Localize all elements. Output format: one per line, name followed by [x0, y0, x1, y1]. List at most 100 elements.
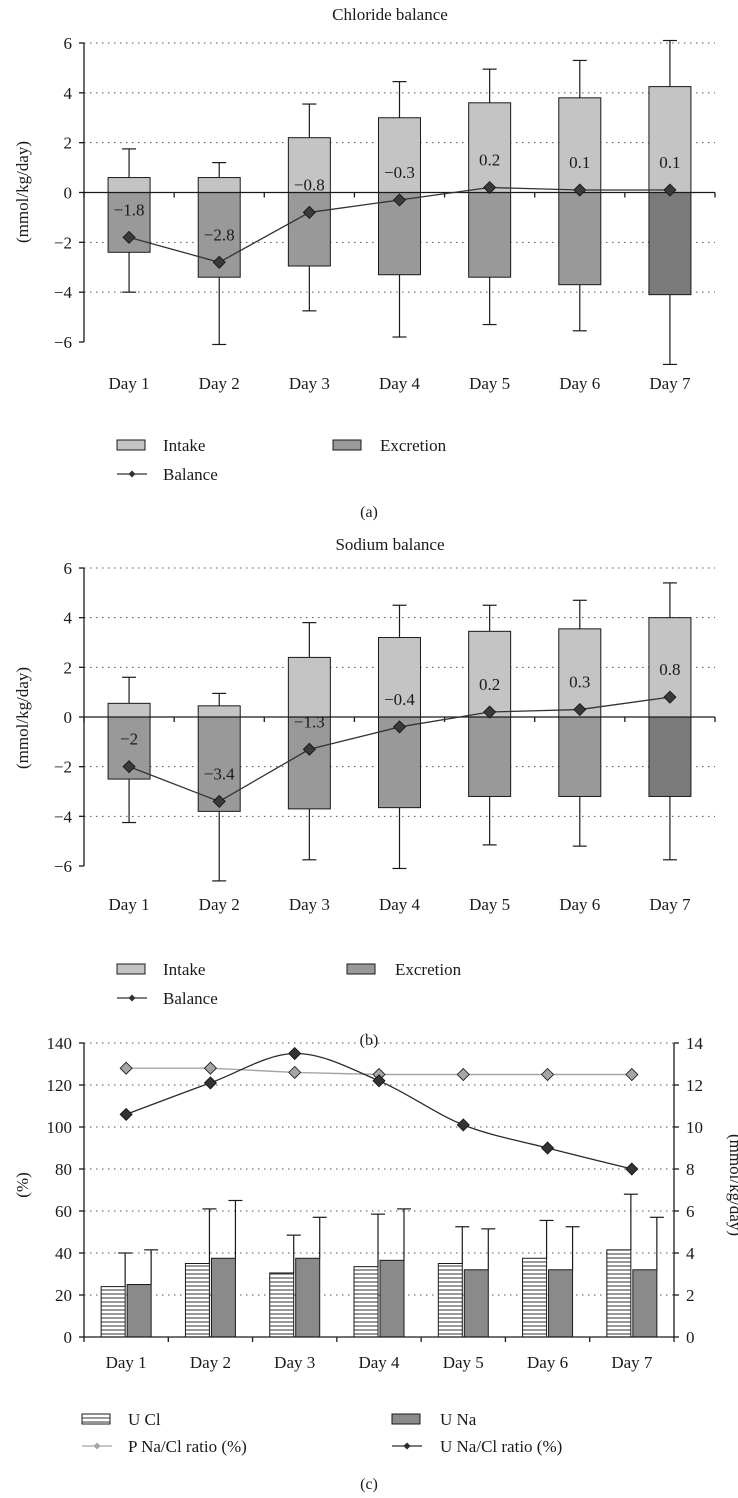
- legend: U Cl U Na P Na/Cl ratio (%) U Na/Cl rati…: [81, 1410, 562, 1456]
- y-tick-labels-left: 0 20 40 60 80 100 120 140: [47, 1034, 73, 1347]
- x-category-label: Day 6: [559, 895, 600, 914]
- legend-label-excretion: Excretion: [395, 960, 462, 979]
- y-axis-label-left: (%): [13, 1172, 32, 1197]
- y-axis-label: (mmol/kg/day): [13, 667, 32, 769]
- bar-u-na-day-6: [548, 1269, 574, 1338]
- legend-swatch-excretion: [346, 963, 376, 975]
- y-tick-label: 2: [64, 658, 73, 677]
- y-tick-label-right: 12: [686, 1076, 703, 1095]
- y-tick-label-right: 6: [686, 1202, 695, 1221]
- y-tick-label: 2: [64, 134, 73, 153]
- bar-u-cl-day-4: [353, 1266, 379, 1338]
- x-category-label: Day 2: [190, 1353, 231, 1372]
- sodium-balance-chart: Sodium balance (mmol/kg/day) −6−4−20246 …: [13, 535, 716, 1049]
- bar-excretion-day-6: [558, 192, 602, 286]
- bar-intake-day-2: [197, 705, 241, 718]
- bar-u-cl-day-1: [100, 1286, 126, 1338]
- y-tick-label-left: 140: [47, 1034, 73, 1053]
- bar-intake-day-3: [287, 137, 331, 193]
- u-ratio-point-day-1: [119, 1107, 133, 1121]
- x-category-label: Day 2: [199, 374, 240, 393]
- x-category-label: Day 4: [358, 1353, 400, 1372]
- balance-point-day-6: [573, 183, 587, 197]
- x-category-labels: Day 1 Day 2 Day 3 Day 4 Day 5 Day 6 Day 7: [109, 374, 691, 393]
- legend-label-u-cl: U Cl: [128, 1410, 161, 1429]
- x-category-labels: Day 1 Day 2 Day 3 Day 4 Day 5 Day 6 Day 7: [109, 895, 691, 914]
- p-ratio-point-day-3: [288, 1065, 302, 1079]
- x-category-label: Day 1: [109, 374, 150, 393]
- p-ratio-point-day-2: [203, 1061, 217, 1075]
- y-tick-labels: −6 −4 −2 0 2 4 6: [54, 559, 73, 876]
- x-category-label: Day 7: [611, 1353, 653, 1372]
- panel-label-b: (b): [360, 1032, 379, 1049]
- x-category-label: Day 3: [274, 1353, 315, 1372]
- chart-title: Chloride balance: [332, 5, 448, 24]
- legend-swatch-intake: [116, 439, 146, 451]
- legend-marker-balance: [128, 470, 136, 478]
- legend-item-u-ratio: U Na/Cl ratio (%): [392, 1437, 562, 1456]
- y-axis-label: (mmol/kg/day): [13, 141, 32, 243]
- y-tick-label-left: 80: [55, 1160, 72, 1179]
- legend-item-intake: Intake: [116, 960, 205, 979]
- balance-data-label: −0.4: [384, 690, 415, 709]
- bar-u-cl-day-3: [269, 1272, 295, 1338]
- bar-excretion-day-7: [648, 716, 692, 797]
- y-tick-label-left: 120: [47, 1076, 73, 1095]
- panel-label-c: (c): [360, 1476, 378, 1493]
- balance-point-day-1: [122, 760, 136, 774]
- urinary-ratio-chart: (%) (mmol/kg/day) 0 20 40 60 80 100 120 140 0 2 4…: [13, 1034, 738, 1493]
- legend-item-balance: Balance: [117, 465, 218, 484]
- y-tick-label: −6: [54, 857, 72, 876]
- y-tick-label-right: 14: [686, 1034, 704, 1053]
- y-tick-label: 6: [64, 34, 73, 53]
- y-axis-label-right: (mmol/kg/day): [726, 1134, 738, 1236]
- y-tick-label-left: 0: [64, 1328, 73, 1347]
- u-ratio-point-day-4: [372, 1074, 386, 1088]
- y-tick-label-left: 60: [55, 1202, 72, 1221]
- y-tick-label: −4: [54, 283, 73, 302]
- axes: [79, 1042, 679, 1342]
- bar-intake-day-4: [378, 117, 421, 193]
- y-tick-labels-right: 0 2 4 6 8 10 12 14: [686, 1034, 704, 1347]
- balance-data-label: 0.3: [569, 673, 590, 692]
- legend-item-excretion: Excretion: [346, 960, 462, 979]
- x-category-label: Day 7: [649, 374, 691, 393]
- y-tick-label: −2: [54, 758, 72, 777]
- y-tick-label-left: 20: [55, 1286, 72, 1305]
- bar-excretion-day-3: [287, 716, 331, 810]
- balance-data-labels: −2 −3.4 −1.3 −0.4 0.2 0.3 0.8: [120, 660, 681, 783]
- legend-label-excretion: Excretion: [380, 436, 447, 455]
- x-category-label: Day 5: [443, 1353, 484, 1372]
- bar-excretion-day-5: [468, 192, 512, 278]
- bar-u-na-day-5: [463, 1269, 489, 1338]
- bar-intake-day-1: [107, 702, 151, 718]
- x-category-label: Day 4: [379, 374, 421, 393]
- legend-marker-balance: [128, 994, 136, 1002]
- legend-swatch-u-na: [391, 1413, 421, 1425]
- legend-swatch-excretion: [332, 439, 362, 451]
- bar-intake-day-7: [648, 86, 692, 193]
- y-tick-label-right: 4: [686, 1244, 695, 1263]
- y-tick-label: −2: [54, 233, 72, 252]
- bar-u-na-day-3: [295, 1257, 321, 1338]
- x-category-label: Day 6: [559, 374, 600, 393]
- balance-data-label: −1.8: [114, 200, 145, 219]
- balance-point-day-3: [302, 205, 316, 219]
- bar-intake-day-5: [468, 102, 512, 193]
- balance-point-day-2: [212, 794, 226, 808]
- u-ratio-point-day-6: [541, 1141, 555, 1155]
- legend-swatch-u-cl: [81, 1413, 111, 1425]
- x-category-label: Day 5: [469, 374, 510, 393]
- balance-point-day-7: [663, 183, 677, 197]
- legend: Intake Excretion Balance: [116, 436, 447, 484]
- p-ratio-point-day-1: [119, 1061, 133, 1075]
- balance-point-day-5: [483, 705, 497, 719]
- bar-intake-day-2: [197, 177, 241, 194]
- bar-u-na-day-1: [126, 1284, 152, 1338]
- legend-item-u-cl: U Cl: [81, 1410, 161, 1429]
- legend-item-excretion: Excretion: [332, 436, 447, 455]
- balance-data-label: −2: [120, 730, 138, 749]
- y-tick-label: 4: [64, 609, 73, 628]
- balance-point-day-5: [483, 180, 497, 195]
- y-tick-label-right: 0: [686, 1328, 695, 1347]
